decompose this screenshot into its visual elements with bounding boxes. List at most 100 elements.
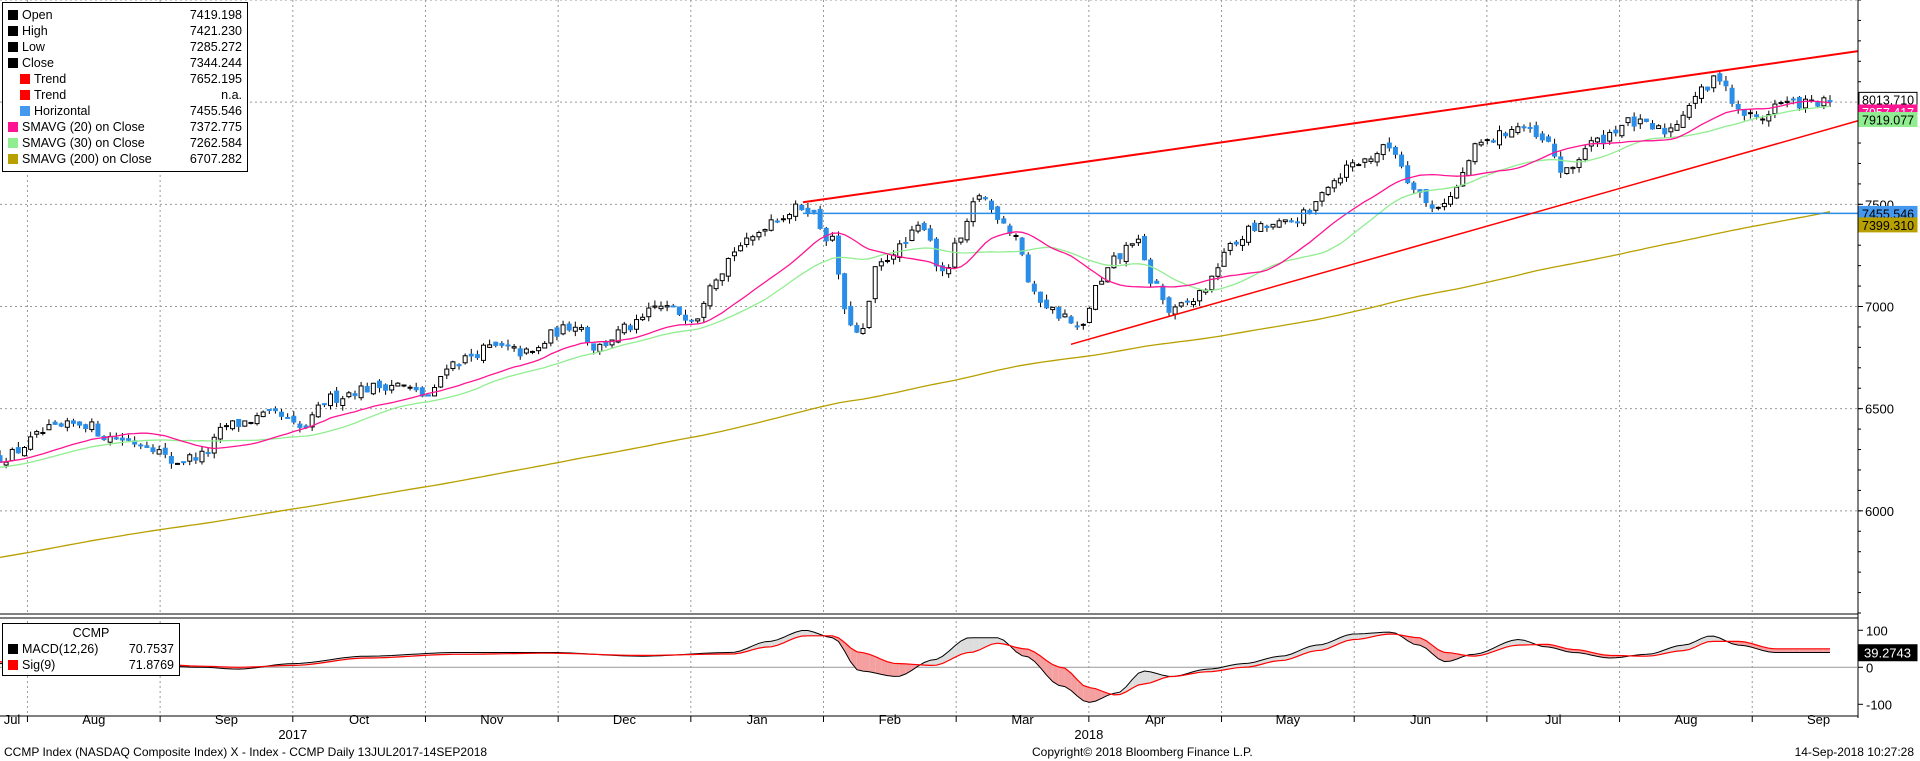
candle-down <box>297 423 303 428</box>
candle-down <box>266 408 272 411</box>
candle-up <box>1209 275 1215 291</box>
macd-price-tag: 39.2743 <box>1858 644 1918 662</box>
candle-down <box>591 343 597 351</box>
candle-up <box>248 421 254 424</box>
legend-entry: SMAVG (200) on Close 6707.282 <box>8 151 242 167</box>
candle-down <box>805 207 811 214</box>
candle-up <box>217 426 223 440</box>
macd-y-tick-label: 100 <box>1866 623 1888 638</box>
legend-value: n.a. <box>221 88 242 102</box>
candle-down <box>413 387 419 391</box>
macd-histogram-fill <box>1052 664 1059 686</box>
macd-histogram-fill <box>1242 663 1249 668</box>
candle-down <box>1643 118 1649 122</box>
candle-down <box>1288 220 1294 223</box>
candle-up <box>878 261 884 267</box>
candle-up <box>970 201 976 223</box>
macd-histogram-fill <box>869 654 876 674</box>
candle-down <box>83 424 89 430</box>
legend-swatch <box>8 10 18 20</box>
macd-histogram-fill <box>850 647 857 670</box>
macd-histogram-fill <box>924 660 931 666</box>
macd-histogram-fill <box>1774 648 1782 653</box>
candle-up <box>1656 125 1662 129</box>
x-tick-label: Apr <box>1145 712 1166 727</box>
candle-down <box>1631 116 1637 127</box>
candle-up <box>211 436 217 454</box>
candle-up <box>634 319 640 330</box>
candle-down <box>1545 136 1551 142</box>
price-tag-value: 8013.710 <box>1862 93 1914 107</box>
candle-down <box>1411 182 1417 190</box>
candle-up <box>1448 196 1454 205</box>
candle-down <box>52 421 58 425</box>
candle-up <box>964 220 970 241</box>
candle-down <box>585 327 591 343</box>
legend-value: 6707.282 <box>189 152 242 166</box>
candle-up <box>1674 123 1680 131</box>
macd-histogram-fill <box>1560 647 1567 652</box>
macd-histogram-fill <box>1346 634 1353 641</box>
candle-down <box>848 305 854 326</box>
macd-histogram-fill <box>1407 636 1414 645</box>
macd-histogram-fill <box>1358 633 1365 640</box>
candle-down <box>1705 86 1711 91</box>
legend-swatch <box>8 660 18 670</box>
candle-up <box>370 382 376 395</box>
trend-line-lower <box>1070 120 1859 346</box>
macd-histogram-fill <box>1426 640 1433 654</box>
macd-y-tick-label: -100 <box>1866 697 1892 712</box>
candle-up <box>40 431 46 434</box>
candle-down <box>1558 156 1564 173</box>
legend-value: 7372.775 <box>189 120 242 134</box>
candle-up <box>884 259 890 262</box>
price-tag: 7399.310 <box>1858 217 1918 233</box>
candle-up <box>1778 102 1784 105</box>
candle-down <box>1264 225 1270 229</box>
candle-up <box>1013 234 1019 237</box>
macd-histogram-fill <box>1352 633 1359 640</box>
candle-up <box>1080 323 1086 326</box>
candle-up <box>1484 139 1490 142</box>
candle-down <box>138 444 144 447</box>
candle-down <box>1160 285 1166 301</box>
macd-histogram-fill <box>1083 685 1090 703</box>
macd-histogram-fill <box>1236 663 1243 668</box>
trend-line-upper <box>802 50 1859 204</box>
price-tag-box <box>1858 217 1918 233</box>
candle-down <box>1386 142 1392 149</box>
candle-up <box>872 266 878 300</box>
macd-histogram-fill <box>936 656 943 666</box>
legend-label: Sig(9) <box>22 658 56 672</box>
macd-histogram-fill <box>1811 648 1818 653</box>
candle-up <box>1099 280 1105 285</box>
candle-down <box>1252 222 1258 231</box>
legend-value: 7344.244 <box>189 56 242 70</box>
candle-down <box>321 403 327 406</box>
candle-up <box>1515 126 1521 134</box>
candle-down <box>113 437 119 440</box>
candle-down <box>1662 127 1668 135</box>
macd-price-tag-box <box>1858 644 1918 662</box>
legend-label: Horizontal <box>34 104 91 118</box>
candle-up <box>1197 290 1203 302</box>
legend-entry: SMAVG (20) on Close 7372.775 <box>8 119 242 135</box>
candle-down <box>1717 73 1723 82</box>
macd-y-tick-label: 0 <box>1866 660 1873 675</box>
x-tick-label: Sep <box>215 712 238 727</box>
candle-up <box>487 344 493 348</box>
candle-down <box>493 341 499 346</box>
legend-label: MACD(12,26) <box>22 642 99 656</box>
legend-swatch <box>8 644 18 654</box>
macd-histogram-fill <box>1095 688 1102 702</box>
year-label: 2017 <box>278 727 307 742</box>
candle-down <box>1148 259 1154 284</box>
candle-up <box>664 305 670 308</box>
candle-up <box>529 350 535 353</box>
sma-30-line <box>0 105 1831 468</box>
candle-down <box>119 437 125 441</box>
x-tick-label: Oct <box>349 712 370 727</box>
candle-up <box>1374 153 1380 163</box>
candle-up <box>750 236 756 241</box>
legend-swatch <box>20 90 30 100</box>
